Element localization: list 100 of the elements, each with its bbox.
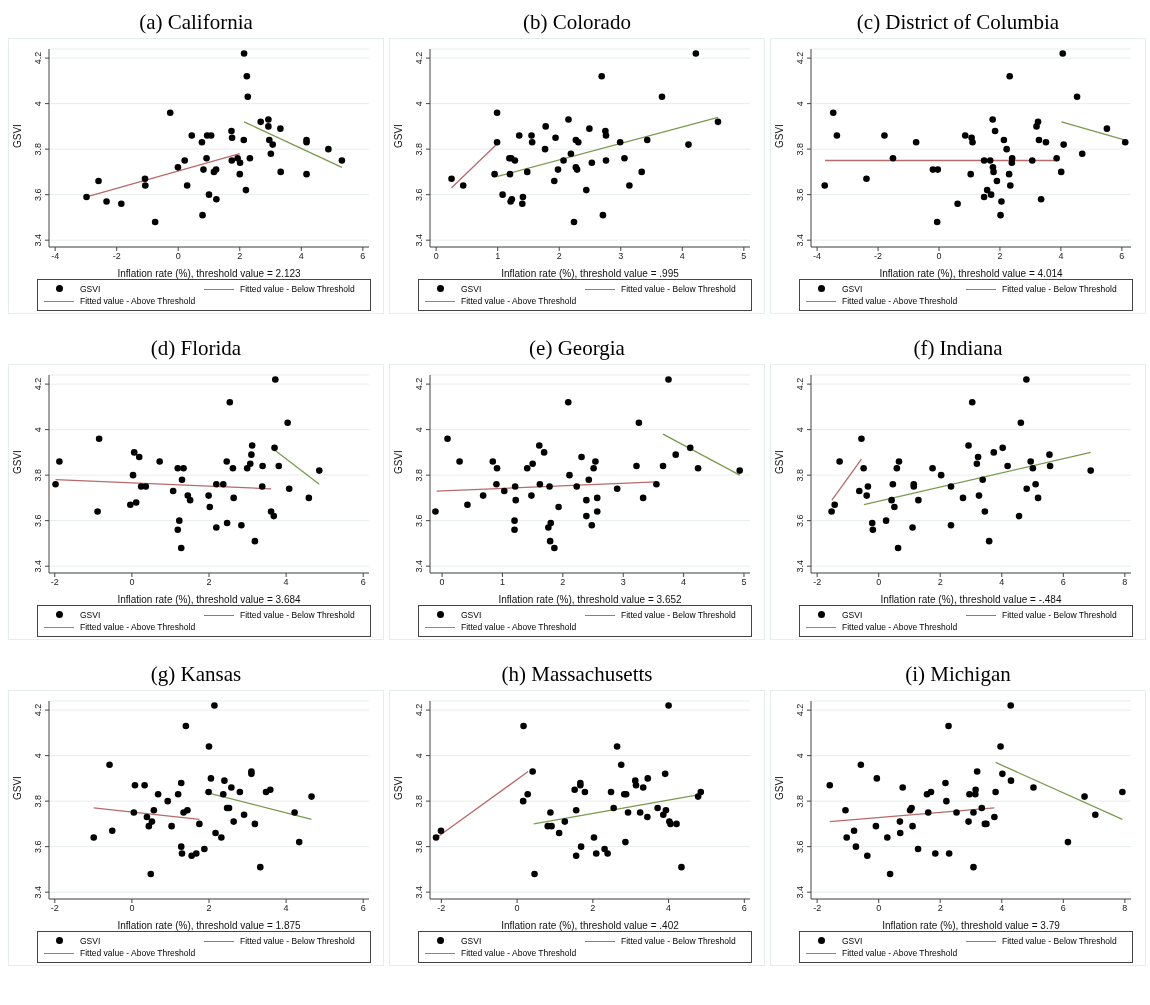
y-tick-label: 4.2 — [414, 703, 424, 717]
x-tick-label: 0 — [175, 251, 181, 262]
y-axis-title: GSVI — [11, 450, 23, 474]
legend-label: Fitted value - Above Threshold — [842, 622, 958, 632]
x-tick-label: 3 — [620, 577, 626, 588]
legend-label: Fitted value - Above Threshold — [461, 622, 577, 632]
y-axis-title: GSVI — [392, 450, 404, 474]
legend-label: GSVI — [842, 610, 863, 620]
y-tick-label: 4.2 — [795, 51, 805, 65]
y-tick-label: 3.6 — [414, 188, 424, 201]
x-tick-label: 6 — [1060, 577, 1066, 588]
legend-label: GSVI — [842, 284, 863, 294]
legend-label: GSVI — [461, 284, 482, 294]
x-tick-label: 2 — [560, 577, 566, 588]
x-tick-label: 0 — [936, 251, 942, 262]
legend-label: GSVI — [80, 610, 101, 620]
x-tick-label: 4 — [283, 577, 289, 588]
x-tick-label: 4 — [999, 903, 1005, 914]
legend-label: Fitted value - Below Threshold — [621, 936, 736, 946]
legend-label: Fitted value - Below Threshold — [621, 284, 736, 294]
y-tick-label: 4.2 — [33, 703, 43, 717]
x-tick-label: 4 — [999, 577, 1005, 588]
y-axis-title: GSVI — [11, 776, 23, 800]
x-tick-label: 6 — [360, 577, 366, 588]
x-tick-label: -2 — [50, 903, 59, 914]
chart-title: (e) Georgia — [528, 335, 626, 362]
y-tick-label: 3.8 — [795, 468, 805, 482]
x-tick-label: 6 — [360, 251, 366, 262]
legend-label: Fitted value - Above Threshold — [842, 948, 958, 958]
y-axis-title: GSVI — [773, 776, 785, 800]
legend-label: GSVI — [80, 284, 101, 294]
legend-label: Fitted value - Below Threshold — [1002, 610, 1117, 620]
y-axis-title: GSVI — [773, 124, 785, 148]
y-tick-label: 4 — [795, 427, 805, 433]
y-tick-label: 3.6 — [33, 514, 43, 527]
y-tick-label: 4.2 — [795, 703, 805, 717]
x-axis-title: Inflation rate (%), threshold value = 4.014 — [879, 268, 1064, 279]
x-tick-label: 4 — [679, 251, 685, 262]
chart-title: (g) Kansas — [149, 661, 243, 688]
x-tick-label: -2 — [437, 903, 446, 914]
y-axis-title: GSVI — [392, 776, 404, 800]
y-tick-label: 4.2 — [414, 51, 424, 65]
legend-label: Fitted value - Below Threshold — [240, 610, 355, 620]
x-axis-title: Inflation rate (%), threshold value = -.484 — [880, 594, 1062, 605]
y-tick-label: 3.4 — [33, 559, 43, 573]
y-tick-label: 4 — [414, 101, 424, 107]
y-tick-label: 3.8 — [414, 794, 424, 808]
legend-label: Fitted value - Above Threshold — [80, 948, 196, 958]
x-tick-label: 5 — [741, 251, 747, 262]
y-tick-label: 4 — [795, 101, 805, 107]
x-tick-label: 2 — [937, 903, 943, 914]
y-tick-label: 4.2 — [33, 51, 43, 65]
x-tick-label: 2 — [237, 251, 243, 262]
legend-label: Fitted value - Above Threshold — [461, 296, 577, 306]
x-tick-label: 6 — [360, 903, 366, 914]
legend-label: GSVI — [842, 936, 863, 946]
y-tick-label: 3.6 — [795, 188, 805, 201]
x-tick-label: 6 — [1060, 903, 1066, 914]
x-tick-label: 0 — [129, 577, 135, 588]
legend-label: Fitted value - Below Threshold — [621, 610, 736, 620]
y-tick-label: 3.6 — [33, 188, 43, 201]
legend-label: Fitted value - Above Threshold — [461, 948, 577, 958]
y-tick-label: 4.2 — [33, 377, 43, 391]
x-axis-title: Inflation rate (%), threshold value = .995 — [501, 268, 680, 279]
x-tick-label: 8 — [1122, 577, 1128, 588]
x-tick-label: 4 — [681, 577, 687, 588]
x-tick-label: -2 — [50, 577, 59, 588]
chart-title: (c) District of Columbia — [855, 9, 1061, 36]
x-axis-title: Inflation rate (%), threshold value = 1.875 — [117, 920, 302, 931]
x-axis-title: Inflation rate (%), threshold value = 3.652 — [498, 594, 683, 605]
y-tick-label: 4.2 — [795, 377, 805, 391]
x-tick-label: 2 — [206, 903, 212, 914]
chart-title: (h) Massachusetts — [500, 661, 654, 688]
x-axis-title: Inflation rate (%), threshold value = 3.79 — [882, 920, 1061, 931]
x-tick-label: 2 — [997, 251, 1003, 262]
y-tick-label: 4 — [33, 101, 43, 107]
x-tick-label: -4 — [51, 251, 60, 262]
x-tick-label: 2 — [206, 577, 212, 588]
x-tick-label: 0 — [876, 903, 882, 914]
y-tick-label: 3.4 — [795, 233, 805, 247]
y-tick-label: 3.4 — [33, 233, 43, 247]
x-tick-label: 2 — [590, 903, 596, 914]
y-tick-label: 3.4 — [414, 885, 424, 899]
y-axis-title: GSVI — [11, 124, 23, 148]
x-tick-label: 3 — [618, 251, 624, 262]
y-tick-label: 3.4 — [33, 885, 43, 899]
y-tick-label: 3.8 — [414, 142, 424, 156]
legend-label: Fitted value - Above Threshold — [80, 622, 196, 632]
legend-label: Fitted value - Below Threshold — [1002, 284, 1117, 294]
x-tick-label: 0 — [433, 251, 439, 262]
y-tick-label: 4 — [414, 427, 424, 433]
y-tick-label: 3.4 — [795, 885, 805, 899]
x-axis-title: Inflation rate (%), threshold value = 3.684 — [117, 594, 302, 605]
x-tick-label: -2 — [112, 251, 121, 262]
legend-label: GSVI — [461, 936, 482, 946]
x-tick-label: 4 — [283, 903, 289, 914]
x-tick-label: 5 — [741, 577, 747, 588]
x-tick-label: -2 — [813, 577, 822, 588]
x-tick-label: 1 — [495, 251, 501, 262]
y-tick-label: 4 — [414, 753, 424, 759]
